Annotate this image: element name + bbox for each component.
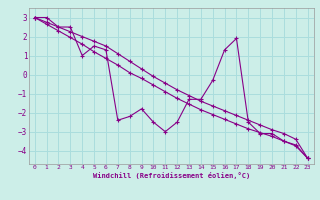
X-axis label: Windchill (Refroidissement éolien,°C): Windchill (Refroidissement éolien,°C) [92,172,250,179]
